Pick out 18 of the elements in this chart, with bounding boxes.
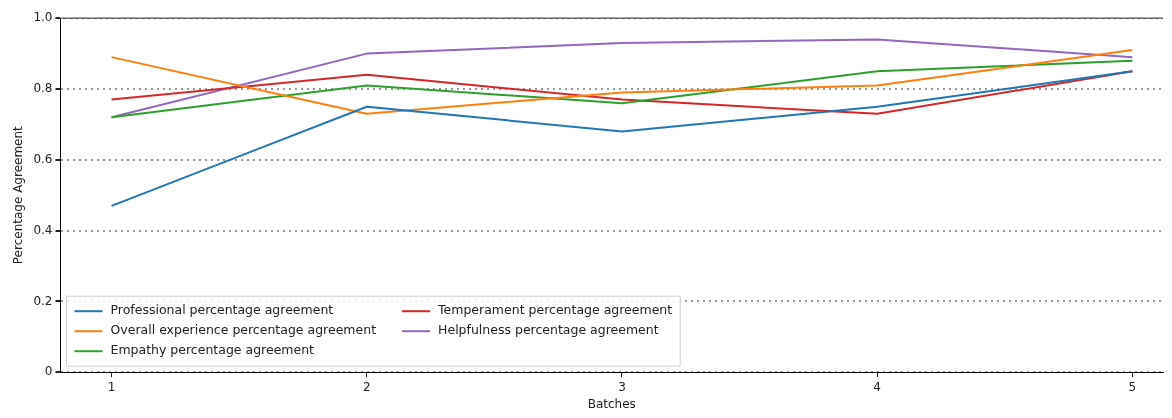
legend-label: Professional percentage agreement [110,302,334,318]
legend-label: Helpfulness percentage agreement [438,322,659,338]
y-tick-label: 0 [44,364,53,379]
legend-label: Overall experience percentage agreement [110,322,377,338]
y-tick-label: 0.6 [33,151,53,166]
y-tick-label: 0.4 [33,222,53,237]
y-axis-title: Percentage Agreement [11,125,26,265]
y-tick-label: 1.0 [33,10,53,25]
x-tick-label: 3 [618,379,626,394]
y-tick-label: 0.2 [33,293,53,308]
x-tick-label: 1 [107,379,116,394]
legend-label: Empathy percentage agreement [110,342,315,358]
legend-label: Temperament percentage agreement [437,302,673,318]
y-tick-label: 0.8 [33,81,53,96]
x-tick-label: 2 [362,379,371,394]
x-tick-label: 5 [1128,379,1137,394]
x-tick-label: 4 [873,379,881,394]
x-axis-title: Batches [587,396,636,411]
